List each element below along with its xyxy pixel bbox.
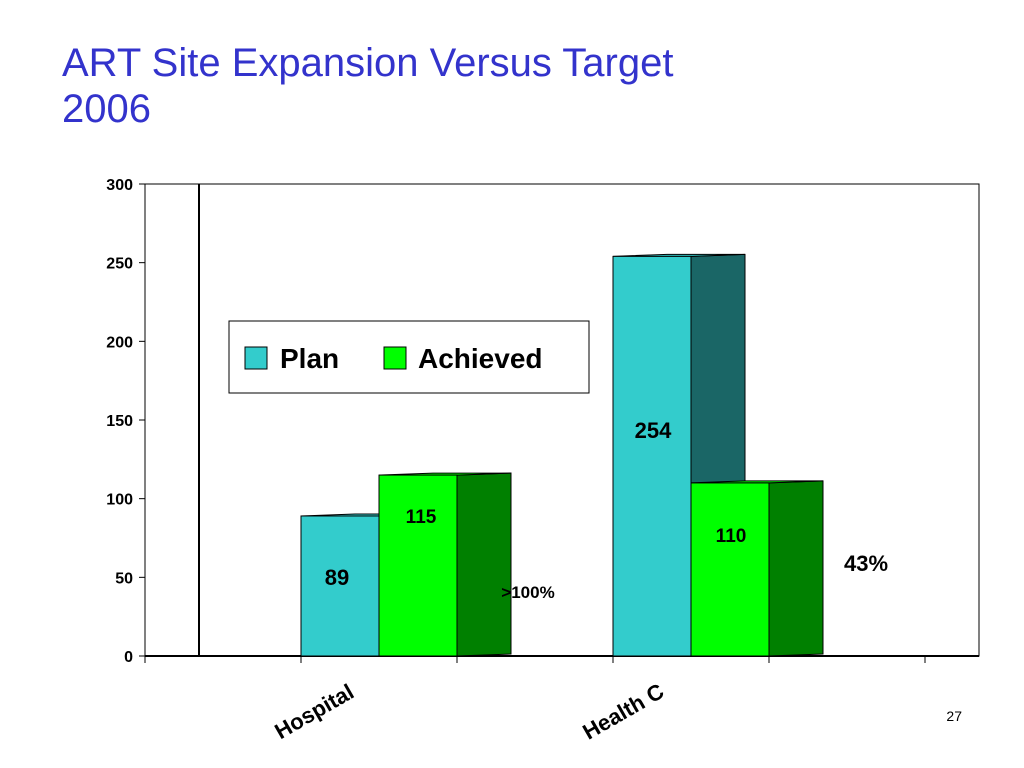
slide-title: ART Site Expansion Versus Target 2006 [62,40,673,132]
y-tick-label: 250 [106,256,133,273]
legend-box [228,320,590,394]
x-category-label: Hospital [270,679,358,744]
y-tick-label: 300 [106,177,133,194]
bar-plan-hospital [300,515,380,657]
data-label: 110 [716,526,747,547]
y-tick-label: 150 [106,413,133,430]
legend-swatch-achieved [383,346,407,370]
annotation-hospital-percent: >100% [501,583,554,602]
bar-side-achieved-hospital [456,472,512,657]
y-tick-label: 50 [115,570,133,587]
annotation-health-c-percent: 43% [844,551,888,576]
x-category-label: Health C [578,678,668,744]
bar-achieved-health-c [690,482,770,657]
bar-plan-health-c [612,255,692,657]
y-tick-label: 0 [124,649,133,666]
data-label: 115 [406,507,437,528]
plot-frame [144,183,980,657]
legend-label-plan: Plan [280,343,339,374]
data-label: 254 [635,418,672,443]
page-number: 27 [946,708,962,724]
bar-side-achieved-health-c [768,480,824,657]
bar-achieved-hospital [378,474,458,657]
slide-title-line-2: 2006 [62,87,151,131]
slide-title-line-1: ART Site Expansion Versus Target [62,41,674,85]
legend-swatch-plan [244,346,268,370]
legend-label-achieved: Achieved [418,343,543,374]
data-label: 89 [325,565,349,590]
y-tick-label: 200 [106,334,133,351]
y-tick-label: 100 [106,492,133,509]
